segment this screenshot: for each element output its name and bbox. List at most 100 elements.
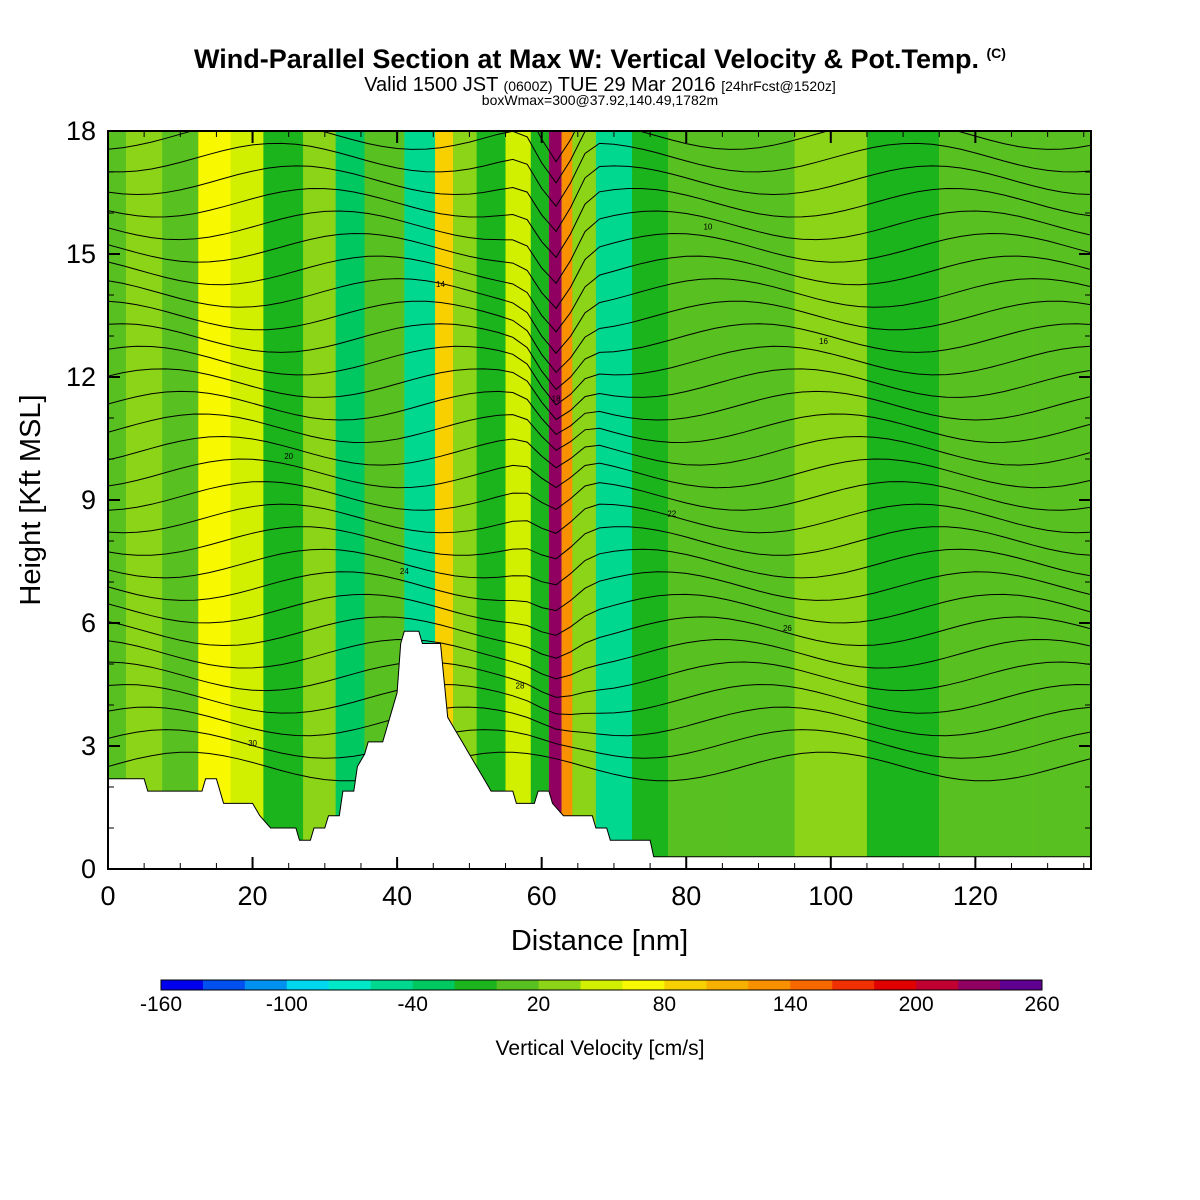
velocity-strip [722,131,795,869]
colorbar-swatch [790,980,833,990]
velocity-strip [939,131,1034,869]
valid-zulu: (0600Z) [503,78,553,94]
theta-contour-line [108,683,1091,716]
colorbar-swatch [958,980,1001,990]
velocity-strip [303,131,336,869]
velocity-strip [561,131,573,869]
velocity-strip [572,131,596,869]
velocity-strip [668,131,723,869]
x-tick-label: 120 [953,881,998,911]
velocity-strip [505,131,531,869]
valid-prefix: Valid 1500 JST [364,74,498,96]
colorbar-swatch [244,980,288,990]
theta-contour-label: 28 [516,682,525,691]
theta-contour-line [108,729,1091,759]
colorbar-tick-label: 260 [1024,993,1060,1016]
y-axis-label: Height [Kft MSL] [15,394,47,605]
velocity-strip [794,131,867,869]
valid-time-line: Valid 1500 JST (0600Z) TUE 29 Mar 2016 [… [0,74,1200,97]
velocity-strip [335,131,365,869]
theta-contour-line [108,435,1091,469]
velocity-strip [632,131,669,869]
colorbar-swatch [370,980,414,990]
forecast-info: [24hrFcst@1520z] [721,78,836,94]
axes: 0 20 40 60 80 100 120 0 3 6 9 12 15 18 Distance [nm] He… [15,116,1091,957]
theta-contour-line [108,458,1091,489]
valid-date: TUE 29 Mar 2016 [557,74,716,96]
theta-contour-label: 22 [667,509,676,518]
copyright-mark: (C) [986,45,1006,61]
terrain-mask [108,630,1091,869]
theta-contour-line [108,706,1091,737]
x-tick-label: 60 [527,881,557,911]
colorbar-tick-label: -100 [265,993,308,1016]
theta-contour-line [108,255,1091,333]
box-info: boxWmax=300@37.92,140.49,1782m [481,92,719,108]
velocity-strip [548,131,562,869]
theta-contour-line [108,142,1091,208]
theta-contours: 30 28 26 24 22 20 18 16 14 10 [108,131,1091,782]
velocity-field [108,131,1091,869]
y-tick-label: 18 [66,116,96,146]
x-tick-label: 80 [671,881,701,911]
theta-contour-label: 26 [783,624,792,633]
terrain [108,630,1091,869]
colorbar-swatch [454,980,498,990]
velocity-strip [230,131,264,869]
x-tick-label: 0 [100,881,115,911]
colorbar-swatch [286,980,330,990]
colorbar-tick-label: 140 [772,993,808,1016]
theta-contour-line [108,187,1091,259]
theta-contour-line [108,278,1091,354]
theta-contour-line [108,661,1091,698]
theta-contour-line [108,300,1091,374]
y-tick-label: 12 [66,362,96,392]
colorbar-tick-label: 20 [526,993,551,1016]
velocity-strip [126,131,163,869]
colorbar-swatch [874,980,917,990]
velocity-strip [530,131,549,869]
theta-contour-line [108,390,1091,436]
theta-contour-line [108,368,1091,421]
chart-title: Wind-Parallel Section at Max W: Vertical… [0,44,1200,75]
title-main: Wind-Parallel Section at Max W: Vertical… [194,44,979,74]
colorbar-tick-label: 80 [652,993,677,1016]
colorbar-swatch [832,980,875,990]
theta-contour-line [108,210,1091,285]
theta-contour-line [108,232,1091,310]
colorbar-swatch [202,980,246,990]
theta-contour-line [108,548,1091,586]
theta-contour-line [108,481,1091,511]
colorbar-swatch [916,980,959,990]
theta-contour-label: 18 [552,395,561,404]
theta-contour-label: 24 [400,567,409,576]
y-tick-label: 0 [81,854,96,884]
theta-contour-line [108,323,1091,391]
velocity-strip [595,131,633,869]
velocity-strip [198,131,231,869]
velocity-strip [866,131,940,869]
theta-contour-line [108,165,1091,233]
colorbar-swatch [496,980,540,990]
colorbar-title: Vertical Velocity [cm/s] [495,1037,705,1060]
colorbar-swatch [1000,980,1043,990]
colorbar-swatch [748,980,791,990]
colorbar-swatch [538,980,582,990]
colorbar-swatch [412,980,456,990]
theta-contour-label: 20 [284,452,293,461]
theta-contour-line [108,616,1091,659]
colorbar [160,979,1043,991]
colorbar-swatch [328,980,372,990]
theta-contour-label: 10 [703,222,712,231]
x-axis-label: Distance [nm] [511,925,688,957]
theta-contour-label: 30 [248,739,257,748]
colorbar-tick-label: -40 [397,993,428,1016]
colorbar-frame [160,979,1043,991]
y-tick-label: 15 [66,239,96,269]
colorbar-swatch [622,980,665,990]
colorbar-swatch [664,980,707,990]
colorbar-swatch [580,980,623,990]
theta-contour-line [108,638,1091,680]
x-tick-label: 40 [382,881,412,911]
